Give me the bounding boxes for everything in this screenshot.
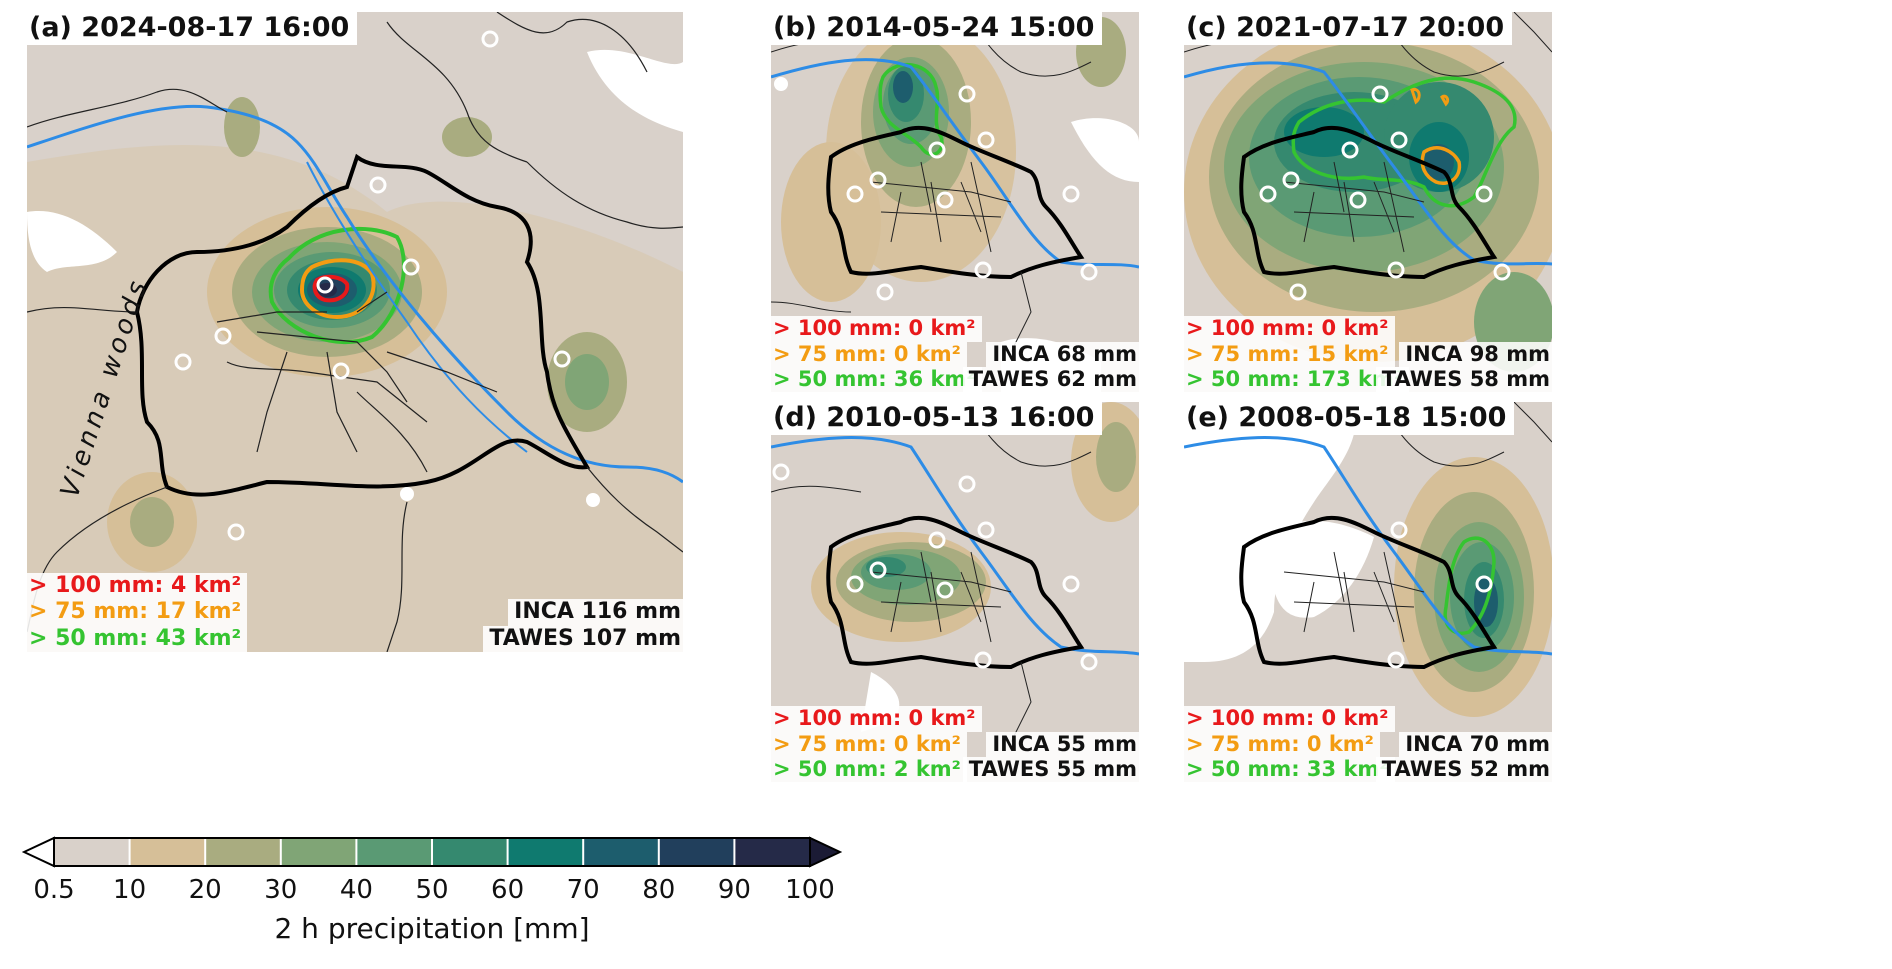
threshold-75-c: > 75 mm: 15 km² bbox=[1184, 341, 1395, 367]
colorbar-segment bbox=[356, 838, 432, 866]
colorbar-over-arrow bbox=[809, 836, 842, 868]
colorbar-segment bbox=[583, 838, 659, 866]
colorbar-under-arrow bbox=[22, 836, 55, 868]
threshold-100-d: > 100 mm: 0 km² bbox=[771, 706, 982, 732]
colorbar-tick-label: 60 bbox=[491, 875, 524, 905]
colorbar: 0.5 10 20 30 40 50 60 70 80 90 100 2 h precipitati… bbox=[22, 836, 842, 945]
tawes-b: TAWES 62 mm bbox=[962, 366, 1139, 392]
colorbar-segment bbox=[507, 838, 584, 866]
stats-b: INCA 68 mm TAWES 62 mm bbox=[962, 341, 1139, 392]
panel-b: (b) 2014-05-24 15:00 > 100 mm: 0 km² > 7… bbox=[771, 12, 1139, 392]
tawes-c: TAWES 58 mm bbox=[1375, 366, 1552, 392]
threshold-50-e: > 50 mm: 33 km² bbox=[1184, 756, 1395, 782]
colorbar-tick-label: 10 bbox=[113, 875, 146, 905]
stats-a: INCA 116 mm TAWES 107 mm bbox=[483, 599, 683, 652]
colorbar-segment bbox=[734, 838, 810, 866]
panel-title-d: (d) 2010-05-13 16:00 bbox=[771, 402, 1103, 436]
panel-d: (d) 2010-05-13 16:00 > 100 mm: 0 km² > 7… bbox=[771, 402, 1139, 782]
colorbar-segment bbox=[54, 838, 130, 866]
tawes-a: TAWES 107 mm bbox=[483, 625, 683, 652]
colorbar-label: 2 h precipitation [mm] bbox=[274, 912, 589, 945]
colorbar-segment bbox=[658, 838, 735, 866]
stats-d: INCA 55 mm TAWES 55 mm bbox=[962, 731, 1139, 782]
colorbar-tick-label: 20 bbox=[189, 875, 222, 905]
threshold-100-e: > 100 mm: 0 km² bbox=[1184, 706, 1395, 732]
colorbar-tick-label: 80 bbox=[642, 875, 675, 905]
inca-c: INCA 98 mm bbox=[1399, 341, 1552, 367]
threshold-50-c: > 50 mm: 173 km² bbox=[1184, 366, 1410, 392]
threshold-75-b: > 75 mm: 0 km² bbox=[771, 341, 967, 367]
threshold-legend-d: > 100 mm: 0 km² > 75 mm: 0 km² > 50 mm: … bbox=[771, 706, 982, 782]
threshold-75-e: > 75 mm: 0 km² bbox=[1184, 731, 1380, 757]
threshold-100-a: > 100 mm: 4 km² bbox=[27, 572, 248, 600]
colorbar-frame bbox=[53, 837, 811, 867]
tawes-d: TAWES 55 mm bbox=[962, 756, 1139, 782]
panel-title-b: (b) 2014-05-24 15:00 bbox=[771, 12, 1103, 46]
threshold-100-c: > 100 mm: 0 km² bbox=[1184, 316, 1395, 342]
inca-d: INCA 55 mm bbox=[986, 731, 1139, 757]
tawes-e: TAWES 52 mm bbox=[1375, 756, 1552, 782]
panel-title-a: (a) 2024-08-17 16:00 bbox=[27, 12, 358, 46]
panel-a: Vienna woods (a) 2024-08-17 16:00 > 100 … bbox=[27, 12, 683, 652]
inca-b: INCA 68 mm bbox=[986, 341, 1139, 367]
threshold-legend-b: > 100 mm: 0 km² > 75 mm: 0 km² > 50 mm: … bbox=[771, 316, 982, 392]
colorbar-segment bbox=[205, 838, 281, 866]
threshold-legend-a: > 100 mm: 4 km² > 75 mm: 17 km² > 50 mm:… bbox=[27, 572, 248, 652]
stats-c: INCA 98 mm TAWES 58 mm bbox=[1375, 341, 1552, 392]
panel-c: (c) 2021-07-17 20:00 > 100 mm: 0 km² > 7… bbox=[1184, 12, 1552, 392]
colorbar-tick-label: 0.5 bbox=[33, 875, 74, 905]
threshold-75-d: > 75 mm: 0 km² bbox=[771, 731, 967, 757]
colorbar-tick-label: 50 bbox=[415, 875, 448, 905]
colorbar-ticks: 0.5 10 20 30 40 50 60 70 80 90 100 bbox=[33, 875, 835, 905]
inca-a: INCA 116 mm bbox=[508, 599, 683, 626]
inca-e: INCA 70 mm bbox=[1399, 731, 1552, 757]
map-a bbox=[27, 12, 683, 652]
threshold-legend-e: > 100 mm: 0 km² > 75 mm: 0 km² > 50 mm: … bbox=[1184, 706, 1395, 782]
threshold-75-a: > 75 mm: 17 km² bbox=[27, 599, 248, 626]
threshold-100-b: > 100 mm: 0 km² bbox=[771, 316, 982, 342]
colorbar-tick-label: 40 bbox=[340, 875, 373, 905]
colorbar-tick-label: 30 bbox=[264, 875, 297, 905]
colorbar-segment bbox=[280, 838, 357, 866]
panel-e: (e) 2008-05-18 15:00 > 100 mm: 0 km² > 7… bbox=[1184, 402, 1552, 782]
colorbar-tick-label: 90 bbox=[718, 875, 751, 905]
stats-e: INCA 70 mm TAWES 52 mm bbox=[1375, 731, 1552, 782]
threshold-50-b: > 50 mm: 36 km² bbox=[771, 366, 982, 392]
colorbar-segment bbox=[129, 838, 206, 866]
colorbar-tick-label: 70 bbox=[567, 875, 600, 905]
threshold-legend-c: > 100 mm: 0 km² > 75 mm: 15 km² > 50 mm:… bbox=[1184, 316, 1410, 392]
colorbar-segment bbox=[432, 838, 508, 866]
panel-title-c: (c) 2021-07-17 20:00 bbox=[1184, 12, 1513, 46]
panel-title-e: (e) 2008-05-18 15:00 bbox=[1184, 402, 1515, 436]
threshold-50-a: > 50 mm: 43 km² bbox=[27, 625, 248, 652]
colorbar-tick-label: 100 bbox=[785, 875, 835, 905]
colorbar-segments bbox=[22, 836, 842, 868]
threshold-50-d: > 50 mm: 2 km² bbox=[771, 756, 967, 782]
